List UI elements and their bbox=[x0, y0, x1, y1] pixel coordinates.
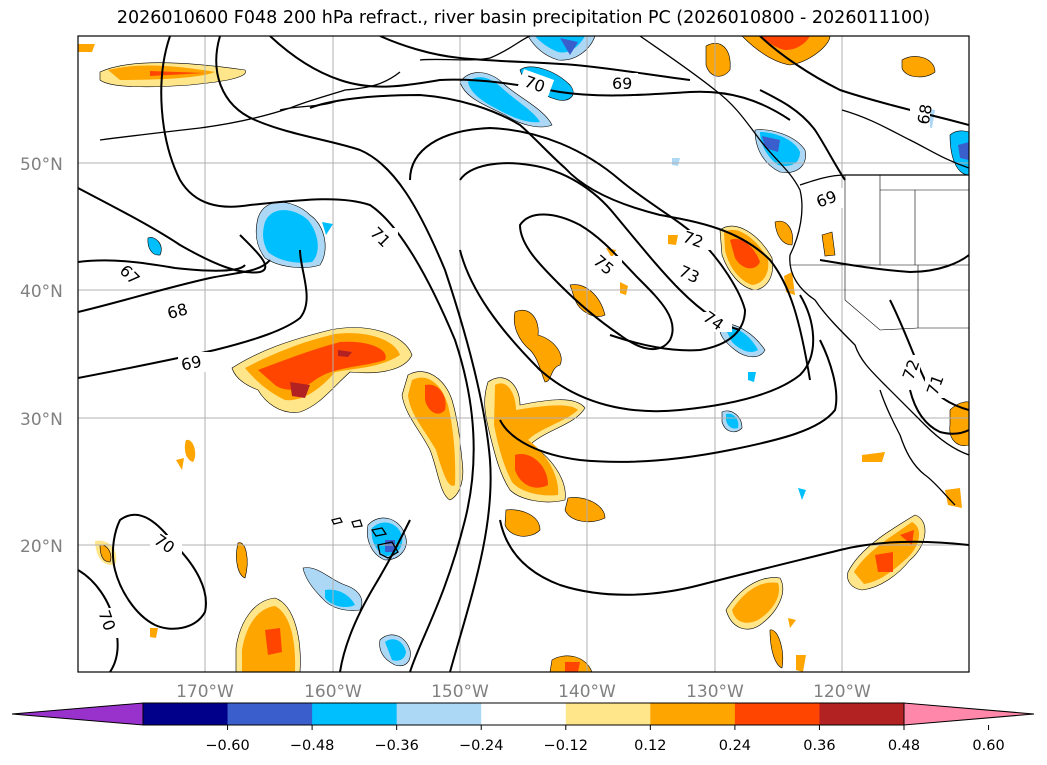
lon-label-120w: 120°W bbox=[813, 682, 871, 702]
map-plot-area: 70 69 68 67 68 69 71 75 72 73 74 69 70 bbox=[78, 36, 969, 672]
colorbar-segment bbox=[227, 703, 313, 725]
latitude-labels: 50°N 40°N 30°N 20°N bbox=[20, 155, 63, 557]
colorbar-tick-label: 0.36 bbox=[803, 738, 835, 754]
lon-label-140w: 140°W bbox=[558, 682, 616, 702]
colorbar-tick-label: 0.12 bbox=[634, 738, 666, 754]
map-frame bbox=[77, 35, 970, 673]
colorbar-segment bbox=[481, 703, 567, 725]
colorbar-segment bbox=[396, 703, 482, 725]
colorbar: −0.60 −0.48 −0.36 −0.24 −0.12 0.12 0.24 0.36 0.4… bbox=[11, 702, 1035, 754]
colorbar-tick-label: 0.60 bbox=[972, 738, 1004, 754]
colorbar-tick-label: −0.36 bbox=[374, 738, 418, 754]
map-title: 2026010600 F048 200 hPa refract., river … bbox=[116, 8, 931, 28]
lon-label-170w: 170°W bbox=[176, 682, 234, 702]
colorbar-segment bbox=[650, 703, 736, 725]
longitude-labels: 170°W 160°W 150°W 140°W 130°W 120°W bbox=[176, 682, 871, 702]
colorbar-segment bbox=[819, 703, 905, 725]
contour-label-69-north: 69 bbox=[612, 74, 632, 93]
refractivity-contours bbox=[78, 36, 969, 672]
lat-label-50n: 50°N bbox=[20, 155, 63, 175]
colorbar-segment bbox=[734, 703, 820, 725]
state-borders bbox=[790, 175, 969, 331]
colorbar-extend-high bbox=[903, 702, 1035, 726]
lat-label-40n: 40°N bbox=[20, 282, 63, 302]
colorbar-tick-label: −0.48 bbox=[290, 738, 334, 754]
lat-label-30n: 30°N bbox=[20, 410, 63, 430]
contour-labels: 70 69 68 67 68 69 71 75 72 73 74 69 70 bbox=[94, 69, 948, 638]
colorbar-extend-low bbox=[11, 702, 144, 726]
contour-label-68-east: 68 bbox=[914, 103, 936, 126]
colorbar-tick-label: 0.48 bbox=[888, 738, 920, 754]
colorbar-frame bbox=[142, 702, 905, 726]
coastlines bbox=[99, 36, 969, 559]
lon-label-130w: 130°W bbox=[686, 682, 744, 702]
colorbar-tick-label: −0.12 bbox=[544, 738, 588, 754]
colorbar-segment bbox=[565, 703, 651, 725]
lat-label-20n: 20°N bbox=[20, 537, 63, 557]
colorbar-segment bbox=[143, 703, 229, 725]
colorbar-tick-label: −0.24 bbox=[459, 738, 503, 754]
contour-label-69-west: 69 bbox=[179, 352, 203, 375]
colorbar-tick-label: −0.60 bbox=[205, 738, 249, 754]
colorbar-segment bbox=[312, 703, 398, 725]
lon-label-160w: 160°W bbox=[304, 682, 362, 702]
colorbar-tick-label: 0.24 bbox=[719, 738, 751, 754]
positive-precip-shading bbox=[78, 36, 969, 672]
lon-label-150w: 150°W bbox=[431, 682, 489, 702]
contour-label-68-west: 68 bbox=[165, 299, 190, 323]
